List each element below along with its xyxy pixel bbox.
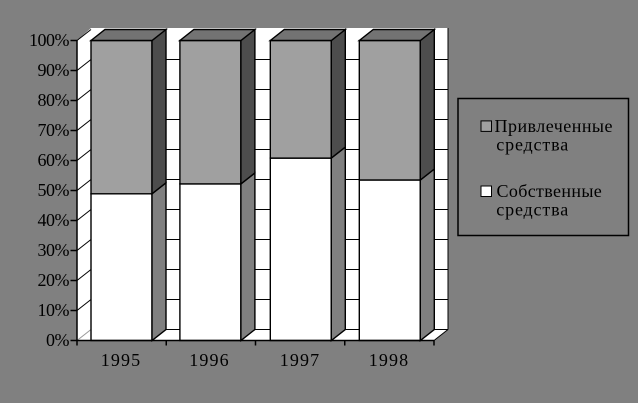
svg-text:1998: 1998 — [369, 350, 409, 370]
svg-text:80%: 80% — [38, 90, 70, 110]
svg-text:Привлеченные: Привлеченные — [495, 116, 613, 136]
svg-text:0%: 0% — [46, 330, 70, 350]
svg-text:1997: 1997 — [280, 350, 320, 370]
svg-text:90%: 90% — [38, 60, 70, 80]
svg-text:средства: средства — [496, 134, 569, 154]
svg-text:40%: 40% — [38, 210, 70, 230]
svg-text:50%: 50% — [38, 180, 70, 200]
svg-text:10%: 10% — [38, 300, 70, 320]
svg-text:20%: 20% — [38, 270, 70, 290]
svg-text:1995: 1995 — [101, 350, 141, 370]
svg-text:средства: средства — [496, 200, 569, 220]
svg-text:Собственные: Собственные — [497, 181, 603, 201]
svg-text:1996: 1996 — [189, 350, 229, 370]
svg-text:60%: 60% — [38, 150, 70, 170]
svg-text:30%: 30% — [38, 240, 70, 260]
svg-text:100%: 100% — [29, 30, 70, 50]
svg-text:70%: 70% — [38, 120, 70, 140]
